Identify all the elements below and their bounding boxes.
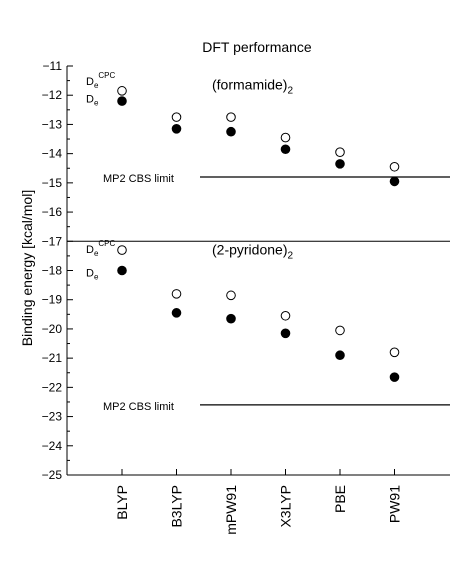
x-tick-label: mPW91 — [223, 485, 239, 535]
reference-label: MP2 CBS limit — [103, 401, 174, 413]
y-tick-label: −17 — [42, 234, 63, 248]
filled-point — [171, 124, 182, 134]
y-tick-label: −19 — [42, 293, 63, 307]
legend-plain-label: De — [86, 94, 99, 108]
open-point — [117, 245, 127, 255]
panel-1: MP2 CBS limit (formamide)2 DeCPC De — [86, 71, 450, 187]
x-tick-label: PBE — [332, 485, 348, 513]
filled-point — [335, 159, 345, 169]
y-tick-label: −20 — [42, 322, 63, 336]
open-point — [389, 161, 400, 172]
y-tick-label: −12 — [42, 88, 63, 102]
y-tick-label: −25 — [42, 468, 63, 482]
y-tick-label: −21 — [42, 351, 63, 365]
panel-2: MP2 CBS limit (2-pyridone)2 DeCPC De — [86, 239, 450, 413]
open-point — [226, 112, 236, 122]
open-point — [226, 290, 236, 301]
axes: −11 −12 −13 −14 −15 −16 −17 −18 −19 −20 −21 −22 −23 −… — [42, 59, 450, 535]
open-point — [335, 147, 345, 157]
chart-title: DFT performance — [202, 39, 312, 55]
y-tick-label: −23 — [42, 410, 63, 424]
y-tick-label: −15 — [42, 176, 63, 190]
panel-label: (2-pyridone)2 — [212, 241, 293, 261]
y-tick-label: −14 — [42, 147, 63, 161]
open-point — [335, 325, 345, 336]
y-tick-label: −22 — [42, 380, 63, 394]
y-tick-label: −11 — [43, 59, 63, 73]
filled-point — [389, 372, 400, 382]
x-tick-label: PW91 — [387, 485, 403, 523]
open-point — [389, 347, 400, 358]
legend-cpc-label: DeCPC — [86, 239, 116, 258]
legend-plain-label: De — [86, 267, 99, 281]
legend-cpc-label: DeCPC — [86, 71, 116, 90]
filled-point — [117, 265, 127, 276]
filled-point — [335, 350, 345, 361]
filled-point — [389, 176, 400, 187]
y-axis-label: Binding energy [kcal/mol] — [19, 190, 35, 346]
open-point — [117, 86, 127, 96]
filled-point — [280, 328, 291, 339]
filled-point — [226, 313, 236, 324]
filled-point — [171, 308, 182, 318]
open-point — [280, 132, 291, 143]
x-tick-label: BLYP — [114, 485, 130, 520]
y-tick-label: −24 — [42, 439, 63, 453]
filled-point — [226, 126, 236, 137]
panel-label: (formamide)2 — [212, 76, 293, 96]
y-tick-label: −16 — [42, 205, 63, 219]
open-point — [280, 310, 291, 321]
filled-point — [117, 96, 127, 106]
x-tick-label: X3LYP — [278, 485, 294, 528]
open-point — [171, 289, 182, 299]
open-point — [171, 112, 182, 122]
y-tick-label: −13 — [42, 117, 63, 131]
y-tick-label: −18 — [42, 264, 63, 278]
filled-point — [280, 144, 291, 155]
x-tick-label: B3LYP — [169, 485, 185, 528]
reference-label: MP2 CBS limit — [103, 173, 174, 185]
